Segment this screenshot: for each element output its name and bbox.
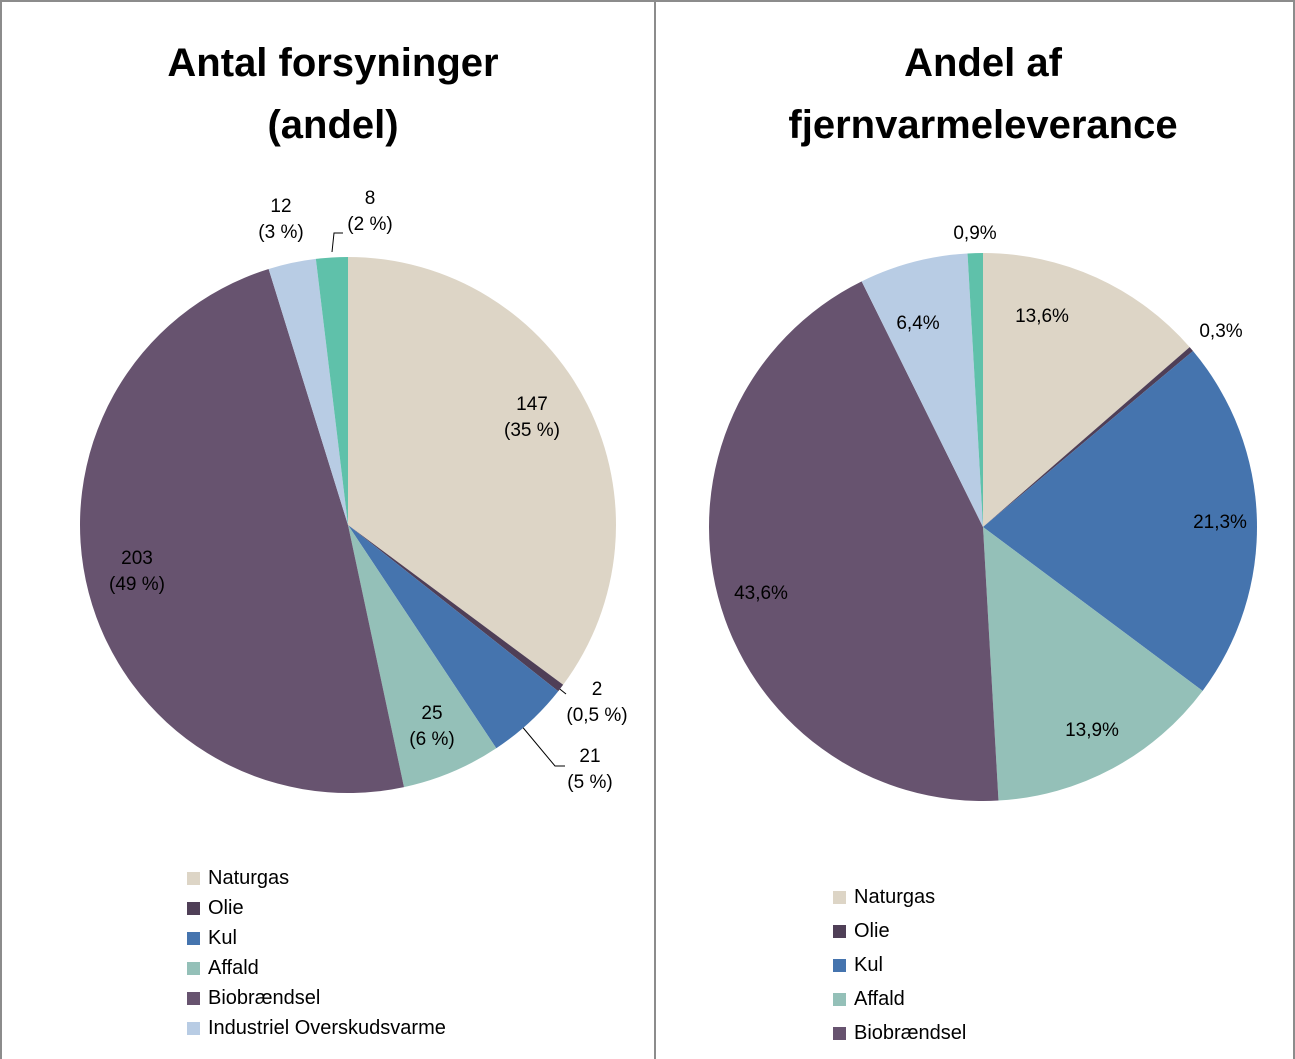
legend-item: Naturgas	[187, 866, 289, 890]
pie-slice	[268, 258, 348, 525]
legend-swatch	[187, 901, 200, 915]
data-label: 6,4%	[896, 313, 940, 334]
legend-item: Naturgas	[833, 885, 935, 909]
legend-swatch	[833, 890, 846, 904]
pie-slice	[709, 281, 999, 802]
pie-slice	[315, 257, 348, 525]
pie-slice	[348, 525, 559, 749]
chart-title: Andel af fjernvarmeleverance	[788, 41, 1178, 147]
data-label: 203 (49 %)	[109, 548, 165, 595]
data-label: 13,9%	[1065, 720, 1119, 741]
pie-slice	[983, 351, 1257, 691]
legend-swatch	[187, 1021, 200, 1035]
legend-item: Affald	[187, 956, 259, 980]
legend-swatch	[187, 931, 200, 945]
pie-slice	[983, 253, 1190, 527]
legend-swatch	[187, 961, 200, 975]
pie-slice	[348, 525, 564, 692]
data-label: 21 (5 %)	[567, 746, 613, 793]
legend-swatch	[833, 1026, 846, 1040]
legend-swatch	[833, 992, 846, 1006]
legend-item: Kul	[833, 953, 883, 977]
data-label: 12 (3 %)	[258, 196, 304, 243]
legend-item: Affald	[833, 987, 905, 1011]
chart-title: Antal forsyninger (andel)	[167, 41, 499, 147]
leader-line	[519, 723, 565, 767]
leader-line	[331, 232, 343, 253]
data-label: 147 (35 %)	[504, 394, 560, 441]
legend-label: Kul	[854, 954, 883, 976]
legend-swatch	[187, 871, 200, 885]
pie-slice	[80, 269, 404, 793]
data-label: 13,6%	[1015, 306, 1069, 327]
legend-item: Biobrændsel	[833, 1021, 966, 1045]
data-label: 43,6%	[734, 583, 788, 604]
legend-item: Industriel Overskudsvarme	[187, 1016, 446, 1040]
legend-item: Biobrændsel	[187, 986, 320, 1010]
data-label: 0,3%	[1199, 321, 1243, 342]
pie-slice	[983, 527, 1203, 801]
legend-label: Affald	[208, 957, 259, 979]
legend-swatch	[833, 958, 846, 972]
legend-item: Olie	[833, 919, 890, 943]
legend-label: Olie	[208, 897, 244, 919]
data-label: 21,3%	[1193, 512, 1247, 533]
legend-swatch	[187, 991, 200, 1005]
legend-label: Biobrændsel	[854, 1022, 967, 1044]
data-label: 0,9%	[953, 223, 997, 244]
data-label: 2 (0,5 %)	[566, 679, 628, 726]
legend-label: Affald	[854, 988, 905, 1010]
pie-slice	[348, 257, 616, 685]
data-label: 25 (6 %)	[409, 703, 455, 750]
legend-label: Biobrændsel	[208, 987, 321, 1009]
pie-slice	[348, 525, 497, 788]
legend-swatch	[833, 924, 846, 938]
legend-label: Industriel Overskudsvarme	[208, 1017, 446, 1039]
pie-slice	[983, 347, 1194, 527]
pie-slice	[861, 253, 983, 527]
pie-slice	[967, 253, 983, 527]
legend-label: Olie	[854, 920, 890, 942]
data-label: 8 (2 %)	[347, 188, 393, 235]
legend-label: Naturgas	[854, 886, 936, 908]
legend-item: Olie	[187, 896, 244, 920]
legend-item: Kul	[187, 926, 237, 950]
legend-label: Kul	[208, 927, 237, 949]
legend-label: Naturgas	[208, 867, 290, 889]
